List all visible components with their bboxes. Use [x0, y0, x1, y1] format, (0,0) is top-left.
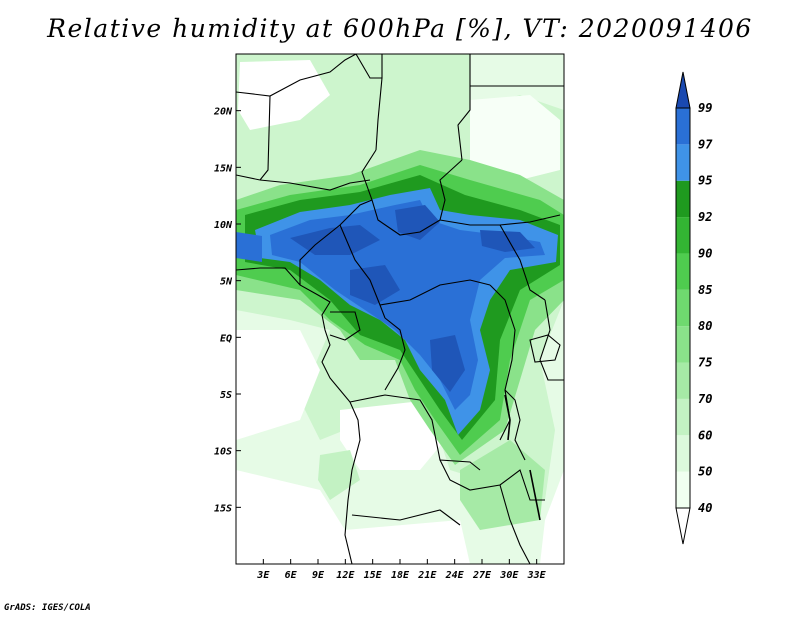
humidity-zone-99-b: [395, 205, 440, 240]
lake-victoria: [529, 334, 561, 363]
colorbar-label: 50: [698, 465, 712, 479]
x-tick-label: 3E: [256, 570, 270, 581]
border-libya-west: [355, 54, 382, 79]
border-libya-chad: [375, 54, 383, 151]
y-tick-label: 10S: [214, 447, 232, 458]
border-mozambique: [499, 484, 531, 564]
colorbar-label: 97: [698, 137, 713, 151]
colorbar-label: 70: [698, 392, 712, 406]
country-borders: [236, 54, 564, 564]
x-tick-label: 12E: [336, 570, 355, 581]
dry-zone-east: [470, 95, 560, 180]
border-congo-drc: [384, 317, 406, 391]
y-tick-label: EQ: [220, 333, 232, 344]
border-lake-region: [504, 389, 526, 461]
colorbar-label: 60: [698, 428, 712, 442]
lake-tanganyika: [504, 394, 511, 441]
x-tick-label: 9E: [312, 570, 325, 581]
y-axis: 20N 15N 10N 5N EQ 5S 10S 15S: [213, 107, 241, 514]
colorbar-swatch: [676, 435, 690, 472]
grads-credit: GrADS: IGES/COLA: [4, 603, 91, 613]
colorbar-swatch: [676, 326, 690, 363]
border-cameroon-car: [339, 224, 386, 319]
x-tick-label: 18E: [391, 570, 410, 581]
y-tick-label: 5S: [220, 390, 232, 401]
border-south-sudan-east: [499, 224, 546, 301]
border-east-africa: [539, 299, 564, 381]
x-tick-label: 30E: [499, 570, 519, 581]
border-angola-namibia: [351, 509, 461, 526]
border-drc-angola: [349, 394, 481, 471]
colorbar-label: 40: [698, 501, 712, 515]
colorbar-frame: [675, 107, 691, 509]
colorbar-label: 75: [698, 356, 712, 370]
colorbar-swatch: [676, 289, 690, 327]
border-car-south: [379, 279, 491, 306]
colorbar-label: 80: [698, 319, 712, 333]
dry-zone-sahara: [238, 60, 330, 130]
dry-zone-southwest: [236, 330, 320, 440]
humidity-zone-99-d: [430, 335, 465, 392]
colorbar-label: 92: [698, 210, 712, 224]
y-tick-label: 5N: [220, 277, 233, 288]
colorbar-top-arrow: [675, 71, 691, 109]
colorbar-label: 99: [698, 101, 712, 115]
border-egypt-sudan: [457, 54, 471, 161]
colorbar-bottom-arrow: [675, 507, 691, 545]
border-niger-nigeria: [259, 179, 371, 191]
humidity-zone-70-south: [460, 440, 545, 530]
humidity-zone-60-south: [318, 450, 360, 500]
border-chad: [361, 149, 463, 236]
colorbar-swatch: [676, 253, 690, 290]
border-gabon: [329, 311, 361, 341]
y-tick-label: 20N: [213, 107, 233, 118]
colorbar-swatch: [676, 108, 690, 145]
x-tick-label: 15E: [364, 570, 383, 581]
x-tick-label: 24E: [445, 570, 465, 581]
colorbar-swatch: [676, 398, 690, 436]
x-tick-label: 6E: [285, 570, 298, 581]
x-tick-label: 33E: [527, 570, 547, 581]
humidity-zone-99-c: [350, 265, 400, 305]
colorbar-swatch: [676, 471, 690, 508]
y-tick-label: 15N: [214, 163, 233, 174]
humidity-zone-99-e: [480, 230, 535, 252]
dry-zone-angola: [340, 400, 445, 470]
x-tick-label: 27E: [472, 570, 492, 581]
chart-title: Relative humidity at 600hPa [%], VT: 202…: [47, 14, 753, 43]
colorbar-label: 95: [698, 174, 712, 188]
border-nigeria-cameroon: [299, 199, 373, 285]
x-axis: 3E 6E 9E 12E 15E 18E 21E 24E 27E 30E 33E: [256, 559, 547, 581]
colorbar-swatch: [676, 144, 690, 181]
colorbar-swatch: [676, 362, 690, 399]
dry-zone-south: [236, 470, 470, 564]
humidity-field: [236, 54, 564, 564]
y-tick-label: 10N: [214, 220, 233, 231]
y-tick-label: 15S: [214, 503, 232, 514]
colorbar: 40 50 60 70 75 80 85 90 92 95 97 99: [675, 71, 713, 545]
border-mali-burkina: [236, 174, 261, 181]
colorbar-swatch: [676, 180, 690, 218]
border-mali-niger: [259, 95, 271, 181]
colorbar-swatch: [676, 217, 690, 254]
border-algeria-niger: [236, 54, 357, 97]
lake-malawi: [529, 469, 541, 521]
colorbar-label: 85: [698, 283, 712, 297]
colorbar-label: 90: [698, 246, 712, 260]
humidity-zone-97-west: [236, 232, 262, 262]
x-tick-label: 21E: [417, 570, 437, 581]
